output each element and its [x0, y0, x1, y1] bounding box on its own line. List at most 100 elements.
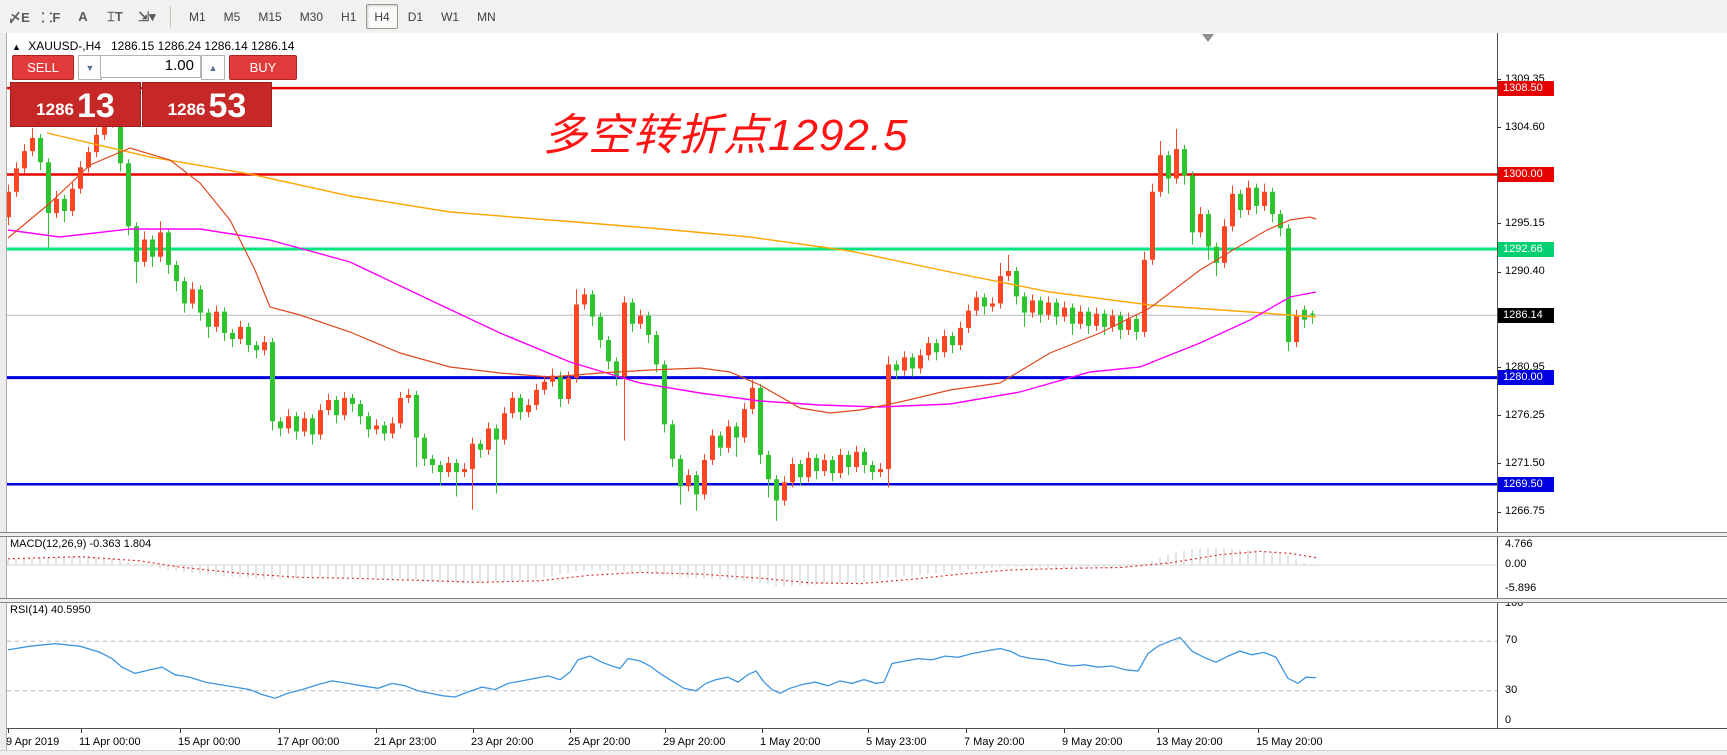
candle	[246, 322, 251, 353]
candle	[6, 184, 11, 226]
candle	[774, 475, 779, 521]
price-chart[interactable]	[0, 33, 1497, 532]
candle	[294, 412, 299, 440]
candle	[190, 282, 195, 309]
candle	[350, 393, 355, 413]
candle	[134, 222, 139, 284]
candle	[1118, 311, 1123, 340]
candle	[942, 329, 947, 358]
candle	[670, 420, 675, 468]
bid-price-box[interactable]: 1286 13	[10, 82, 141, 127]
candle	[286, 409, 291, 434]
panel-splitter-rsi[interactable]	[0, 598, 1727, 603]
tf-button-h4[interactable]: H4	[366, 4, 398, 29]
candle	[462, 462, 467, 478]
candle	[854, 445, 859, 473]
candle	[214, 305, 219, 332]
bid-price-prefix: 1286	[36, 100, 74, 119]
time-label: 21 Apr 23:00	[374, 736, 437, 748]
window-bottom-edge	[0, 750, 1727, 755]
candle	[1142, 251, 1147, 338]
candle	[830, 455, 835, 482]
candle	[526, 398, 531, 418]
time-label: 15 Apr 00:00	[178, 736, 241, 748]
volume-down-button[interactable]: ▼	[78, 55, 102, 80]
macd-tick-label: 4.766	[1505, 538, 1533, 551]
candle	[270, 338, 275, 431]
tf-button-m1[interactable]: M1	[189, 9, 206, 24]
time-tick-mark	[279, 729, 280, 733]
candle	[702, 453, 707, 500]
time-label: 29 Apr 20:00	[663, 736, 726, 748]
collapse-panel-icon[interactable]: ▲	[12, 42, 21, 52]
tf-button-d1[interactable]: D1	[407, 9, 424, 24]
price-tick-mark	[1497, 415, 1501, 417]
candle	[1166, 151, 1171, 194]
price-tick-mark	[1497, 511, 1501, 513]
time-tick-mark	[1158, 729, 1159, 733]
candle	[518, 393, 523, 421]
price-tick-label: 1280.95	[1505, 360, 1545, 373]
candle	[70, 182, 75, 217]
candle	[542, 375, 547, 395]
time-tick-mark	[81, 729, 82, 733]
time-tick-mark	[665, 729, 666, 733]
candle	[1070, 303, 1075, 335]
rsi-panel[interactable]	[0, 601, 1497, 728]
candle	[878, 462, 883, 478]
candle	[1158, 140, 1163, 197]
candle	[590, 290, 595, 326]
candle	[1038, 296, 1043, 323]
price-tick-mark	[1497, 367, 1501, 369]
time-tick-mark	[762, 729, 763, 733]
candle	[382, 421, 387, 441]
candle	[1254, 183, 1259, 215]
candle	[278, 417, 283, 437]
time-label: 9 May 20:00	[1062, 736, 1123, 748]
time-tick-mark	[1258, 729, 1259, 733]
macd-signal-line	[7, 550, 1317, 585]
tf-button-m5[interactable]: M5	[223, 9, 241, 24]
candle	[1094, 307, 1099, 331]
ask-price-box[interactable]: 1286 53	[142, 82, 272, 127]
candle	[1174, 128, 1179, 184]
grid-icon[interactable]: ⸬F	[41, 9, 61, 25]
textbox-icon[interactable]: ⌶T	[107, 8, 123, 24]
candle	[502, 407, 507, 445]
sell-button[interactable]: SELL	[12, 55, 74, 80]
macd-panel[interactable]	[0, 535, 1497, 598]
candle	[638, 309, 643, 329]
time-tick-mark	[376, 729, 377, 733]
price-tick-mark	[1497, 271, 1501, 273]
candle	[886, 356, 891, 488]
time-tick-mark	[966, 729, 967, 733]
tf-button-m15[interactable]: M15	[258, 9, 282, 24]
price-tick-label: 1295.15	[1505, 216, 1545, 229]
candle	[1206, 210, 1211, 260]
rsi-line	[7, 636, 1317, 699]
candle	[1110, 309, 1115, 332]
text-label-icon[interactable]: A	[78, 9, 88, 24]
candle	[798, 459, 803, 486]
candle	[174, 260, 179, 292]
candle	[158, 221, 163, 262]
time-label: 1 May 20:00	[760, 736, 821, 748]
ask-price-last: 53	[208, 87, 247, 125]
volume-input[interactable]: 1.00	[100, 55, 201, 78]
panel-splitter-macd[interactable]	[0, 532, 1727, 537]
price-axis-border	[1497, 33, 1498, 728]
indicators-icon[interactable]: 〆E	[8, 10, 30, 25]
tf-button-h1[interactable]: H1	[341, 9, 357, 24]
candle	[142, 231, 147, 267]
chart-shift-marker-icon[interactable]	[1202, 34, 1214, 42]
arrows-icon[interactable]: ⇲▾	[138, 8, 156, 24]
tf-button-mn[interactable]: MN	[477, 9, 496, 24]
tf-button-m30[interactable]: M30	[299, 9, 324, 24]
buy-button[interactable]: BUY	[229, 55, 297, 80]
candle	[470, 437, 475, 510]
candle	[1046, 296, 1051, 320]
tf-button-w1[interactable]: W1	[441, 9, 460, 24]
candle	[1262, 183, 1267, 212]
candle	[1246, 180, 1251, 216]
volume-up-button[interactable]: ▲	[201, 55, 225, 80]
